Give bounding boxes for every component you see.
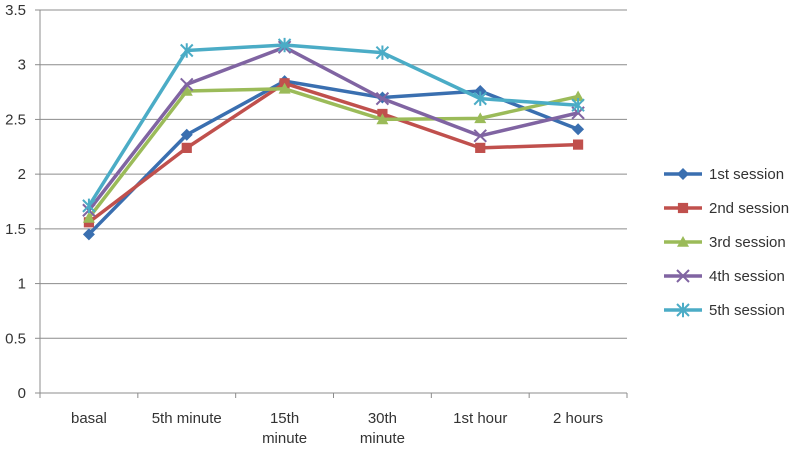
legend-entry: 5th session [664, 302, 785, 319]
axes [35, 9, 628, 398]
series-5 [82, 37, 585, 214]
series-line [87, 43, 579, 207]
series-line [87, 81, 579, 224]
legend: 1st session 2nd session 3rd session 4th ses… [664, 166, 789, 319]
data-point [82, 198, 96, 214]
y-tick-label: 1 [18, 276, 26, 293]
gridlines [40, 9, 627, 339]
series-lines [82, 37, 585, 241]
x-tick-label: basal [71, 410, 107, 427]
series-line [87, 45, 579, 212]
legend-marker [677, 236, 689, 247]
legend-label: 1st session [709, 166, 784, 183]
data-point [474, 112, 487, 124]
legend-entry: 1st session [664, 166, 784, 183]
y-tick-label: 2 [18, 166, 26, 183]
x-tick-label: 2 hours [553, 410, 603, 427]
data-point [572, 90, 585, 102]
series-3 [82, 82, 585, 223]
x-tick-labels: basal 5th minute 15th minute 30th minute 1st h… [71, 410, 603, 447]
series-line [87, 87, 579, 219]
y-tick-label: 1.5 [5, 221, 26, 238]
data-point [375, 45, 390, 60]
legend-marker [676, 269, 690, 283]
series-line [87, 79, 579, 236]
data-point [82, 211, 95, 223]
data-point [180, 77, 194, 92]
legend-label: 4th session [709, 268, 785, 285]
data-point [376, 113, 389, 125]
y-tick-label: 0 [18, 385, 26, 402]
data-point [572, 123, 585, 136]
legend-marker [676, 302, 690, 318]
data-point [180, 84, 193, 96]
x-tick-label: 5th minute [152, 410, 222, 427]
legend-marker [677, 168, 689, 180]
data-point [180, 128, 193, 141]
data-point [473, 129, 487, 143]
x-tick-label: 15th minute [262, 410, 307, 447]
legend-label: 5th session [709, 302, 785, 319]
legend-entry: 2nd session [664, 200, 789, 217]
data-point [572, 139, 584, 150]
x-tick-label: 1st hour [453, 410, 507, 427]
data-point [474, 84, 487, 97]
y-tick-label: 0.5 [5, 330, 26, 347]
legend-entry: 3rd session [664, 234, 786, 251]
legend-label: 2nd session [709, 200, 789, 217]
legend-entry: 4th session [664, 268, 785, 285]
data-point [180, 43, 194, 58]
y-tick-label: 3.5 [5, 2, 26, 19]
data-point [278, 82, 291, 94]
data-point [277, 37, 292, 53]
data-point [473, 91, 487, 106]
data-point [571, 98, 585, 113]
legend-marker [677, 202, 689, 214]
data-point [181, 142, 192, 153]
x-tick-label: 30th minute [360, 410, 405, 447]
y-tick-label: 2.5 [5, 111, 26, 128]
legend-label: 3rd session [709, 234, 786, 251]
data-point [82, 228, 95, 241]
y-tick-labels: 0 0.5 1 1.5 2 2.5 3 3.5 [5, 2, 26, 402]
data-point [475, 142, 486, 153]
y-tick-label: 3 [18, 57, 26, 74]
data-point [375, 91, 390, 106]
